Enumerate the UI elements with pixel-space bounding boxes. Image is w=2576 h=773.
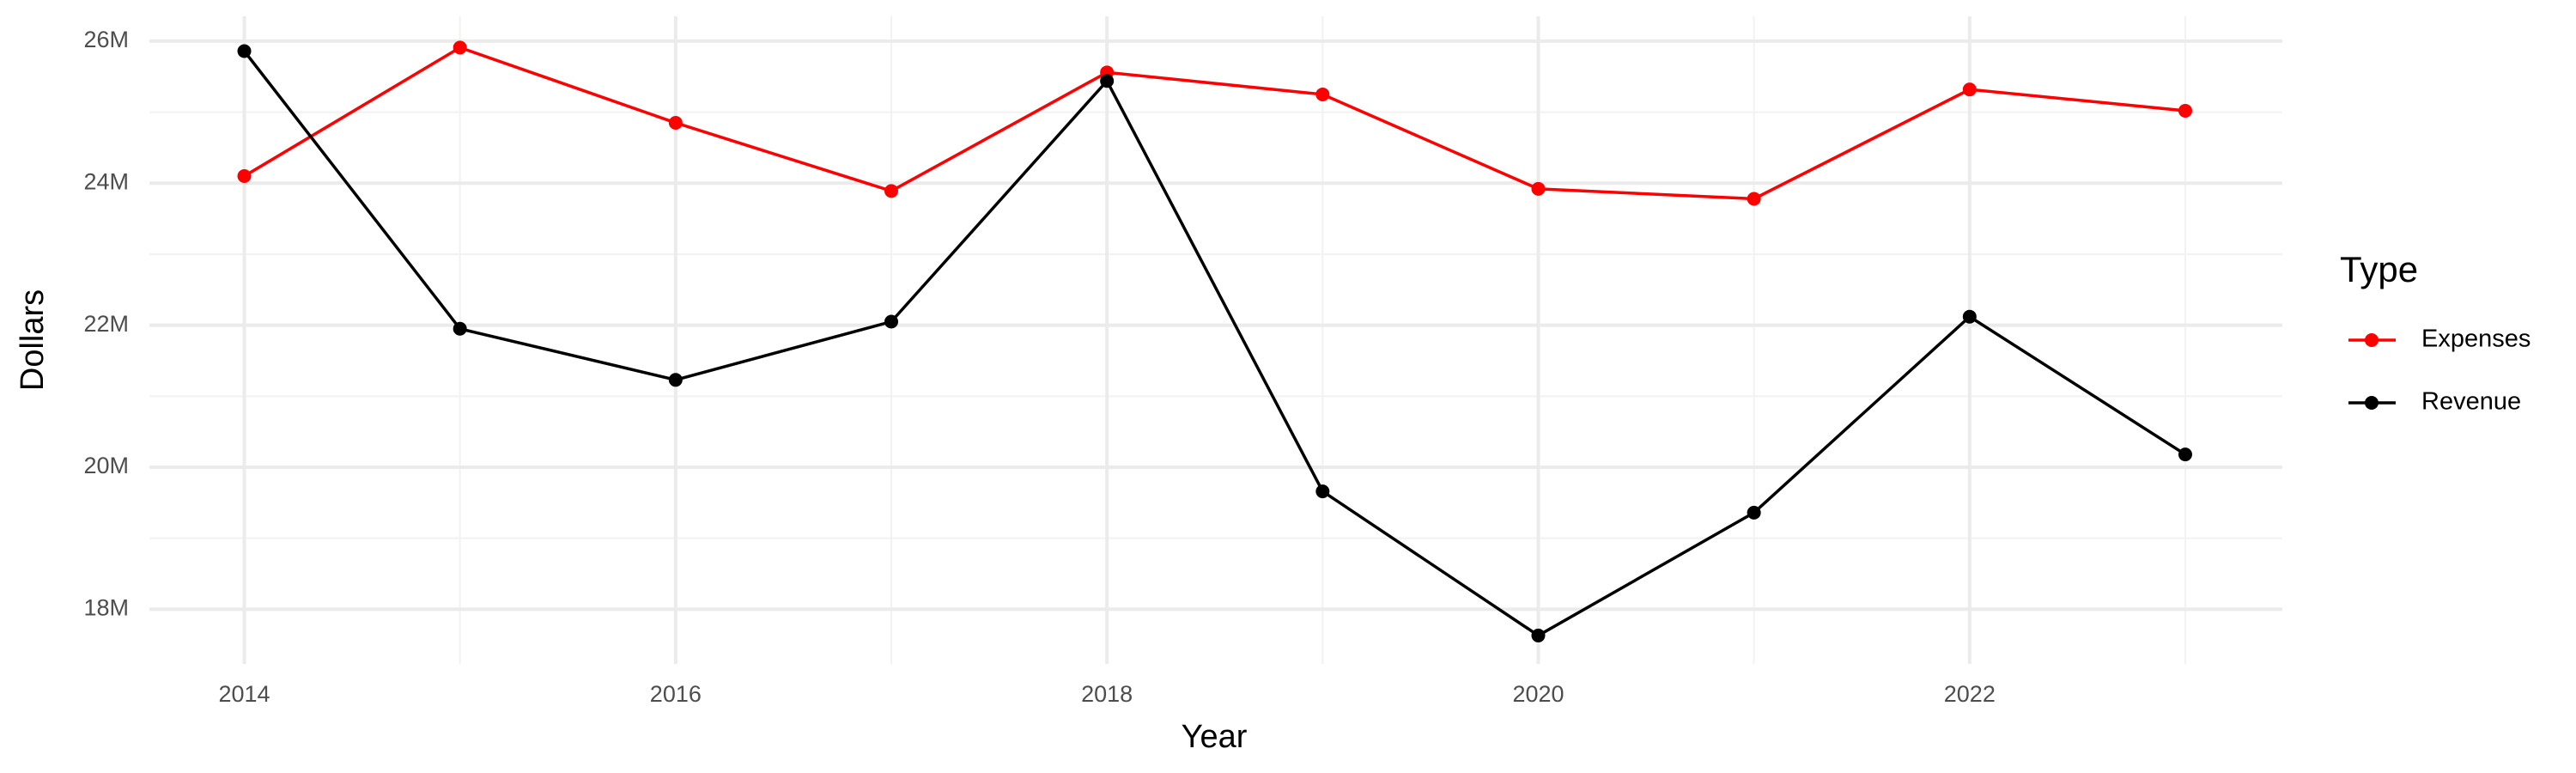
data-point (453, 40, 467, 55)
y-tick-label: 22M (83, 311, 129, 337)
x-axis-title: Year (1182, 719, 1248, 755)
data-point (2178, 447, 2192, 462)
y-tick-label: 26M (83, 27, 129, 52)
legend-title: Type (2340, 249, 2418, 289)
data-point (1531, 181, 1546, 196)
data-point (237, 169, 252, 184)
data-point (2178, 103, 2192, 118)
data-point (1747, 192, 1761, 206)
legend-key-point (2365, 396, 2379, 410)
data-point (1315, 87, 1330, 101)
legend-key-point (2365, 333, 2379, 347)
data-point (1531, 628, 1546, 642)
x-tick-label: 2020 (1512, 681, 1564, 707)
legend-label: Expenses (2421, 326, 2530, 353)
y-axis-title: Dollars (15, 289, 51, 391)
data-point (668, 373, 683, 387)
data-point (1315, 484, 1330, 499)
x-tick-label: 2014 (218, 681, 270, 707)
series-line (243, 50, 2186, 637)
data-point (453, 321, 467, 336)
y-tick-label: 24M (83, 168, 129, 194)
data-point (884, 314, 898, 329)
y-tick-label: 20M (83, 453, 129, 478)
x-tick-label: 2016 (650, 681, 702, 707)
legend-label: Revenue (2421, 388, 2521, 416)
y-tick-label: 18M (83, 594, 129, 620)
series-line (243, 46, 2186, 201)
data-point (668, 116, 683, 131)
data-point (1100, 74, 1115, 88)
data-point (237, 44, 252, 58)
data-point (884, 184, 898, 198)
x-tick-label: 2022 (1944, 681, 1996, 707)
data-point (1962, 309, 1977, 324)
data-point (1962, 82, 1977, 97)
data-point (1747, 505, 1761, 520)
x-tick-label: 2018 (1081, 681, 1133, 707)
